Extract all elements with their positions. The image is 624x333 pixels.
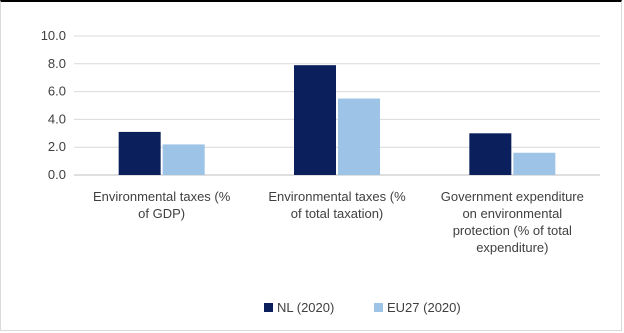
legend-swatch <box>264 303 273 312</box>
x-tick-label: Environmental taxes (% of GDP) <box>93 189 231 221</box>
x-tick-label-line: expenditure) <box>476 240 548 255</box>
x-tick-label-line: Government expenditure <box>441 189 584 204</box>
y-tick-label: 4.0 <box>48 111 66 126</box>
bar <box>118 131 161 175</box>
y-tick-label: 10.0 <box>41 28 66 43</box>
y-axis: 0.0 2.0 4.0 6.0 8.0 10.0 <box>41 28 66 182</box>
x-tick-label-line: on environmental <box>462 206 562 221</box>
legend-label: NL (2020) <box>277 300 334 315</box>
y-tick-label: 0.0 <box>48 167 66 182</box>
legend-swatch <box>374 303 383 312</box>
x-tick-label-line: of GDP) <box>138 206 185 221</box>
x-tick-label: Environmental taxes (% of total taxation) <box>268 189 406 221</box>
gridlines <box>74 35 600 176</box>
y-tick-label: 8.0 <box>48 56 66 71</box>
bars <box>118 65 556 175</box>
y-tick-label: 6.0 <box>48 84 66 99</box>
legend: NL (2020) EU27 (2020) <box>264 300 461 315</box>
x-tick-label-line: protection (% of total <box>453 223 572 238</box>
x-tick-label-line: of total taxation) <box>291 206 384 221</box>
bar <box>294 65 336 175</box>
x-tick-label-line: Environmental taxes (% <box>268 189 406 204</box>
bar <box>338 98 380 175</box>
legend-label: EU27 (2020) <box>387 300 461 315</box>
x-axis: Environmental taxes (% of GDP)Environment… <box>93 189 584 255</box>
bar <box>469 133 512 175</box>
bar <box>513 152 556 175</box>
bar <box>162 144 205 175</box>
x-tick-label-line: Environmental taxes (% <box>93 189 231 204</box>
x-tick-label: Government expenditure on environmental pr… <box>441 189 584 255</box>
y-tick-label: 2.0 <box>48 139 66 154</box>
